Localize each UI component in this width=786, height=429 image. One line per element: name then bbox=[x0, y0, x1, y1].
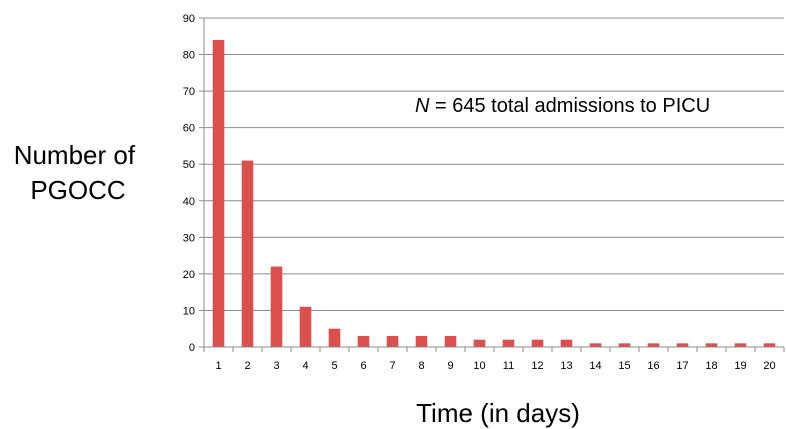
x-tick-label: 1 bbox=[215, 360, 221, 372]
bar-day-5 bbox=[328, 328, 341, 347]
x-tick-label: 19 bbox=[734, 360, 746, 372]
y-axis-label: Number of PGOCC bbox=[14, 140, 143, 205]
bar-day-16 bbox=[647, 343, 660, 347]
y-tick-label: 30 bbox=[183, 232, 195, 244]
x-tick-label: 6 bbox=[360, 360, 366, 372]
bar-day-6 bbox=[357, 336, 370, 347]
x-tick-label: 20 bbox=[763, 360, 775, 372]
x-tick-label: 2 bbox=[244, 360, 250, 372]
bar-day-8 bbox=[415, 336, 428, 347]
bar-day-12 bbox=[531, 339, 544, 347]
bar-day-3 bbox=[270, 266, 283, 347]
bar-day-13 bbox=[560, 339, 573, 347]
annotation-text: = 645 total admissions to PICU bbox=[429, 95, 710, 117]
y-tick-label: 40 bbox=[183, 196, 195, 208]
y-axis-label-line1: Number of bbox=[14, 140, 136, 170]
y-tick-label: 80 bbox=[183, 50, 195, 62]
x-tick-label: 17 bbox=[676, 360, 688, 372]
y-tick-label: 70 bbox=[183, 86, 195, 98]
y-tick-labels: 0 10 20 30 40 50 60 70 80 90 bbox=[183, 13, 195, 354]
x-axis-label: Time (in days) bbox=[416, 398, 580, 428]
x-tick-label: 4 bbox=[302, 360, 308, 372]
x-tick-label: 10 bbox=[473, 360, 485, 372]
gridlines bbox=[204, 17, 784, 311]
x-tick-label: 16 bbox=[647, 360, 659, 372]
annotation-n: N bbox=[415, 95, 430, 117]
bar-day-4 bbox=[299, 306, 312, 347]
x-tick-label: 13 bbox=[560, 360, 572, 372]
x-tick-label: 8 bbox=[418, 360, 424, 372]
y-axis-label-line2: PGOCC bbox=[30, 175, 125, 205]
y-tick-label: 0 bbox=[189, 342, 195, 354]
x-tick-label: 11 bbox=[503, 360, 514, 372]
y-tick-label: 50 bbox=[183, 159, 195, 171]
y-tick-label: 20 bbox=[183, 269, 195, 281]
annotation: N = 645 total admissions to PICU bbox=[415, 95, 710, 117]
x-tick-labels: 1 2 3 4 5 6 7 8 9 10 11 12 13 14 15 16 17 18 19 20 bbox=[215, 360, 775, 372]
bars bbox=[212, 39, 776, 347]
bar-day-17 bbox=[676, 343, 689, 347]
y-tick-label: 60 bbox=[183, 123, 195, 135]
bar-day-10 bbox=[473, 339, 486, 347]
y-tick-label: 90 bbox=[183, 13, 195, 25]
x-tick-label: 15 bbox=[618, 360, 630, 372]
bar-day-14 bbox=[589, 343, 602, 347]
bar-day-7 bbox=[386, 336, 399, 347]
x-tick-label: 7 bbox=[389, 360, 395, 372]
bar-day-15 bbox=[618, 343, 631, 347]
x-tick-label: 18 bbox=[705, 360, 717, 372]
x-tick-label: 12 bbox=[531, 360, 543, 372]
bar-day-19 bbox=[734, 343, 747, 347]
bar-day-18 bbox=[705, 343, 718, 347]
bar-day-1 bbox=[212, 39, 225, 347]
bar-day-9 bbox=[444, 336, 457, 347]
x-tick-label: 14 bbox=[589, 360, 601, 372]
axes bbox=[199, 17, 785, 352]
bar-day-11 bbox=[502, 339, 515, 347]
y-tick-label: 10 bbox=[183, 305, 195, 317]
bar-day-20 bbox=[763, 343, 776, 347]
bar-day-2 bbox=[241, 160, 254, 347]
x-tick-label: 3 bbox=[273, 360, 279, 372]
x-tick-label: 5 bbox=[331, 360, 337, 372]
x-tick-label: 9 bbox=[447, 360, 453, 372]
